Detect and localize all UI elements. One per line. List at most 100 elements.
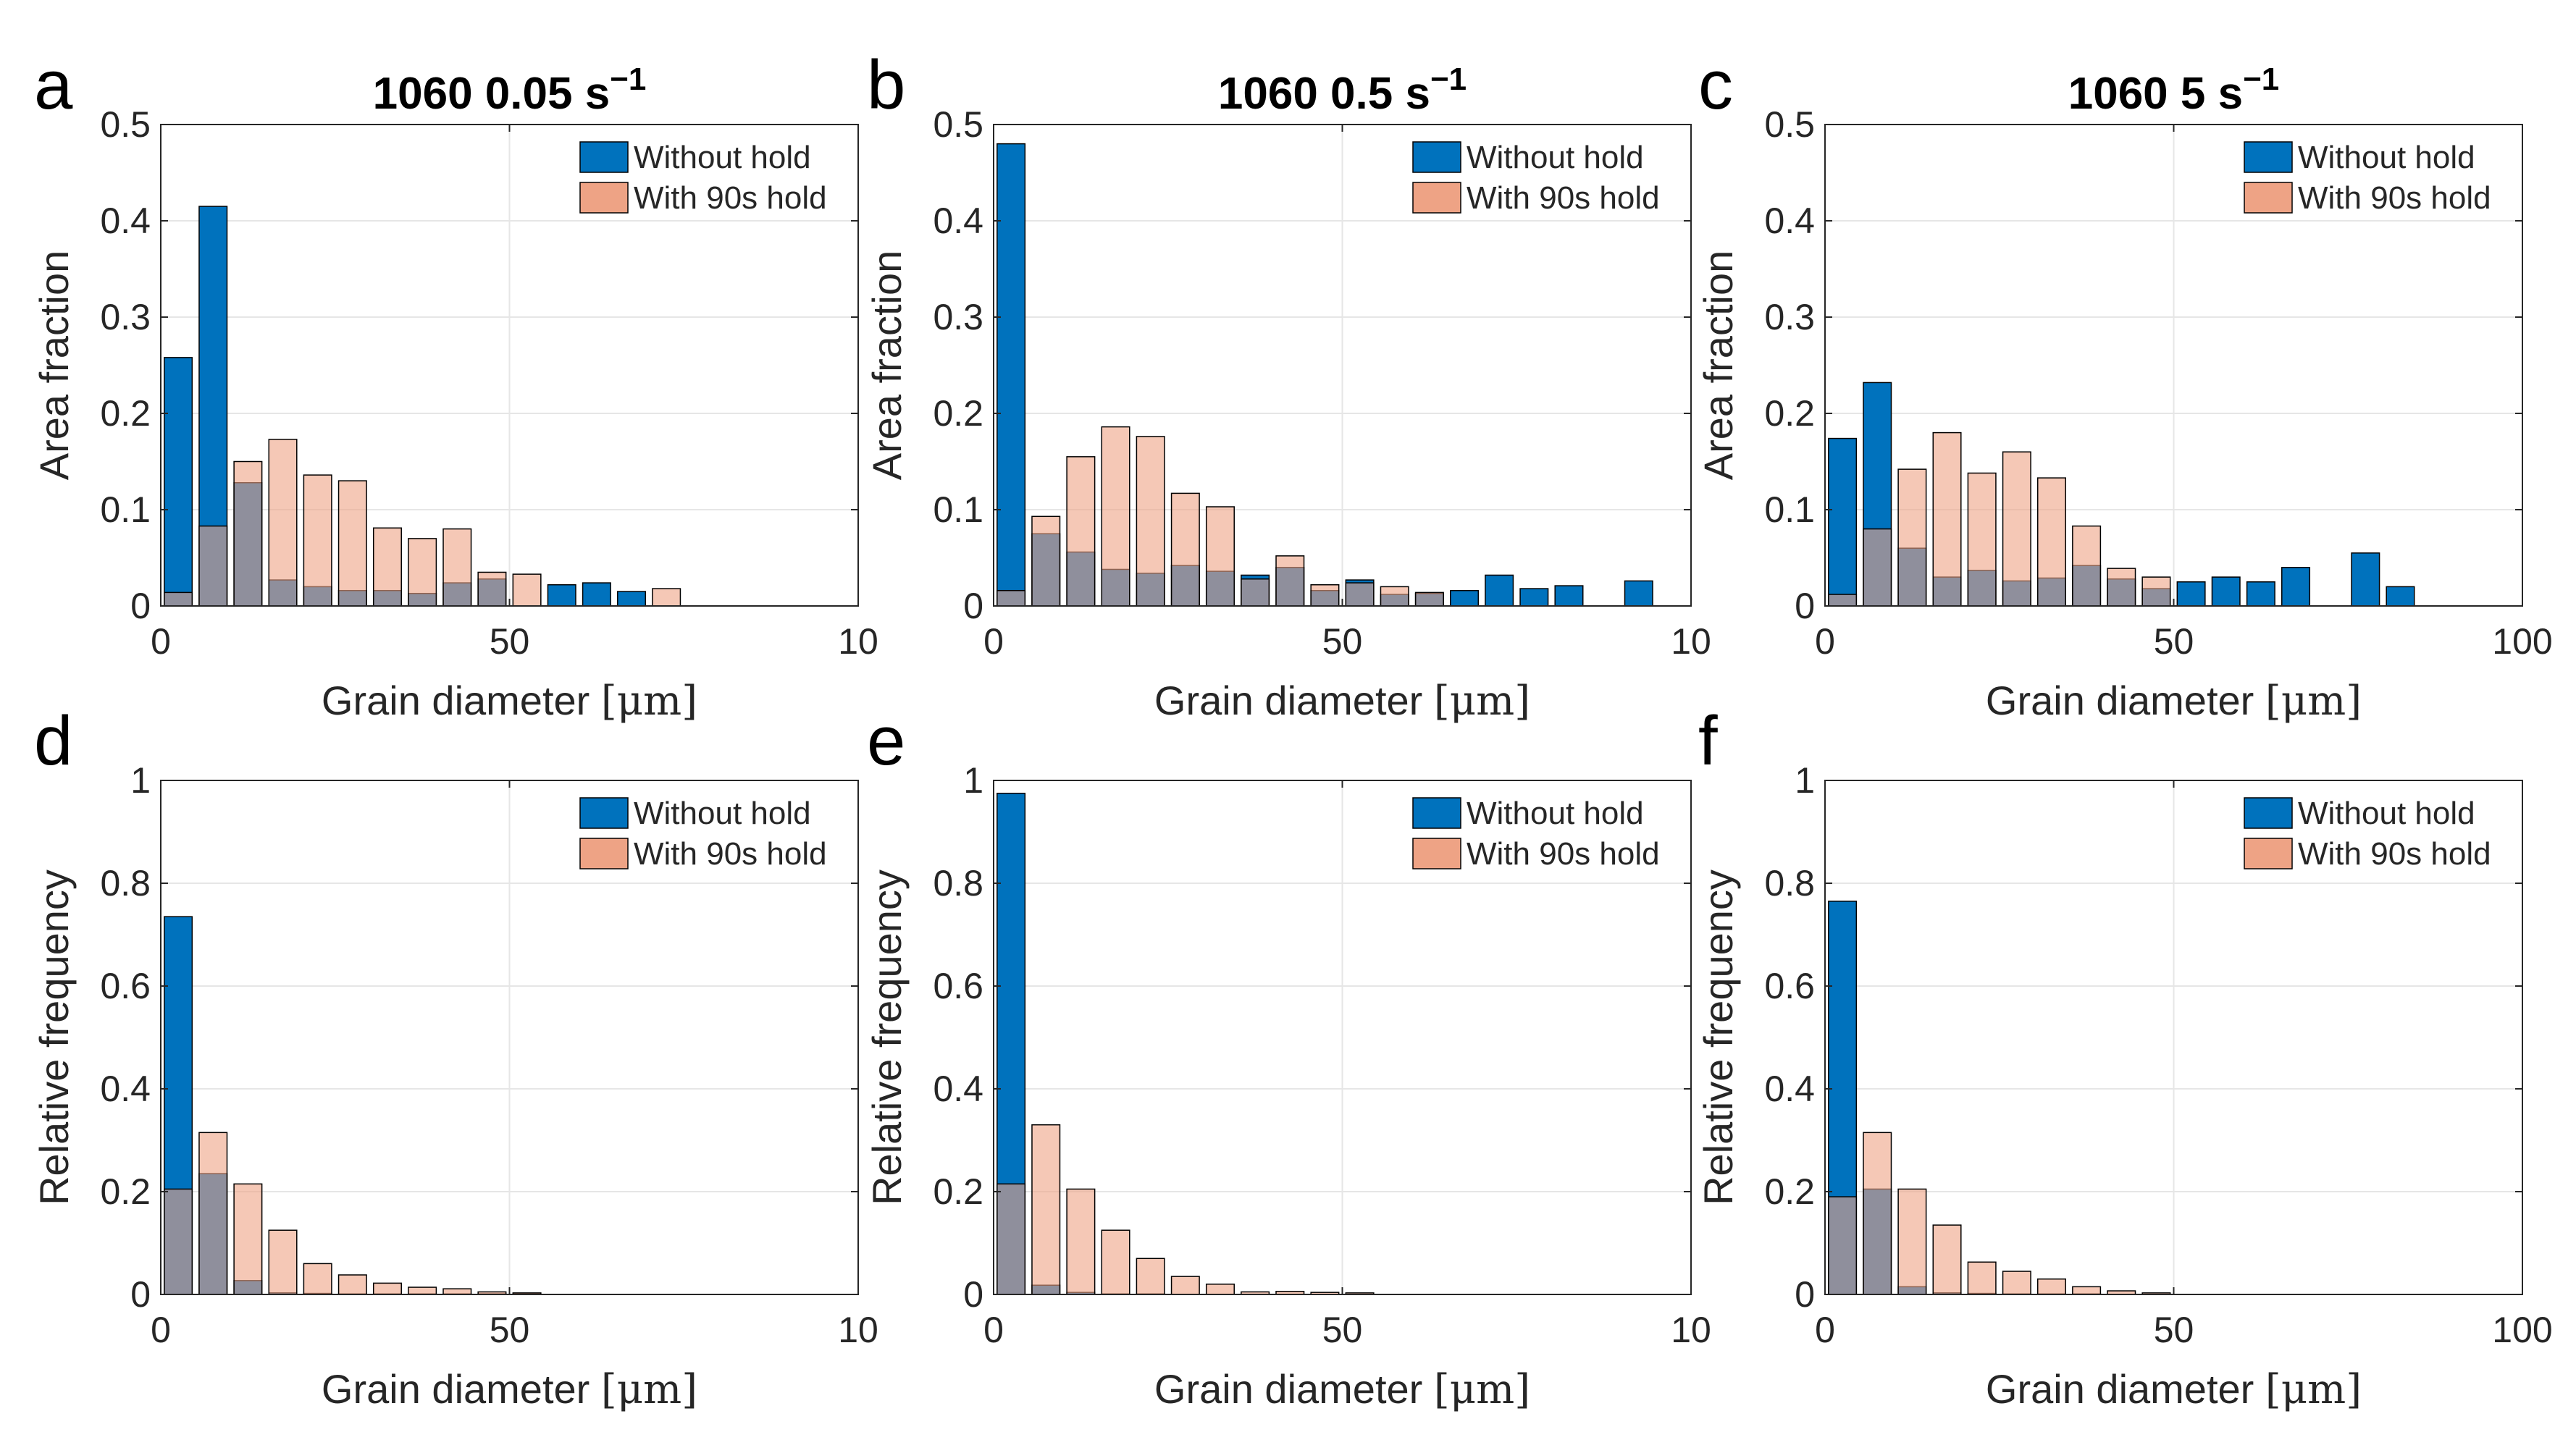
y-tick-label: 1 bbox=[130, 760, 151, 801]
with-hold-bar bbox=[2141, 576, 2171, 607]
panel-a: 0 0.1 0.2 0.3 0.4 0.5 0 50 10 Grain diameter [μm]… bbox=[31, 46, 878, 725]
x-axis-label-space bbox=[2254, 1366, 2265, 1412]
y-tick-label: 0 bbox=[130, 1274, 151, 1315]
legend-swatch-with-hold bbox=[1412, 182, 1461, 214]
without-hold-bar bbox=[547, 584, 576, 607]
y-tick-label: 0.4 bbox=[933, 201, 983, 241]
with-hold-bar bbox=[233, 1183, 263, 1295]
x-axis-label-text: Grain diameter bbox=[1154, 678, 1422, 723]
y-tick-label: 0.2 bbox=[100, 393, 151, 434]
with-hold-bar bbox=[2072, 1286, 2102, 1295]
without-hold-bar bbox=[617, 591, 647, 607]
with-hold-bar bbox=[477, 571, 507, 607]
without-hold-bar bbox=[2281, 567, 2311, 607]
y-tick-label: 1 bbox=[963, 760, 983, 801]
without-hold-bar bbox=[1485, 574, 1514, 607]
with-hold-bar bbox=[1136, 436, 1165, 607]
x-axis-label: Grain diameter [μm] bbox=[322, 1366, 697, 1413]
with-hold-bar bbox=[1828, 1196, 1858, 1295]
with-hold-bar bbox=[1031, 515, 1061, 607]
x-axis-label-space bbox=[1422, 678, 1434, 723]
x-tick-label: 10 bbox=[1671, 621, 1711, 662]
y-tick-label: 0.8 bbox=[100, 863, 151, 904]
legend: Without hold With 90s hold bbox=[574, 788, 850, 875]
y-axis-label: Relative frequency bbox=[31, 869, 77, 1205]
x-axis-label-space bbox=[2254, 678, 2265, 723]
x-axis-label-text: Grain diameter bbox=[322, 1366, 590, 1412]
legend-swatch-without-hold bbox=[1412, 797, 1461, 829]
with-hold-bar bbox=[337, 1274, 367, 1295]
legend-swatch-without-hold bbox=[1412, 141, 1461, 173]
y-tick-label: 1 bbox=[1795, 760, 1815, 801]
with-hold-bar bbox=[512, 573, 542, 607]
without-hold-bar bbox=[1450, 589, 1480, 607]
with-hold-bar bbox=[2002, 451, 2031, 607]
with-hold-bar bbox=[1863, 1132, 1892, 1295]
with-hold-bar bbox=[1136, 1258, 1165, 1295]
with-hold-bar bbox=[1967, 1261, 1997, 1295]
with-hold-bar bbox=[1066, 1188, 1096, 1295]
legend-label-without-hold: Without hold bbox=[2298, 140, 2475, 175]
without-hold-bar bbox=[2211, 576, 2241, 607]
y-axis-label: Relative frequency bbox=[1695, 869, 1741, 1205]
with-hold-bar bbox=[1897, 468, 1927, 607]
with-hold-bar bbox=[2107, 568, 2136, 607]
with-hold-bar bbox=[1275, 555, 1305, 607]
legend-swatch-with-hold bbox=[2244, 182, 2293, 214]
legend-swatch-with-hold bbox=[579, 838, 629, 869]
without-hold-bar bbox=[2176, 581, 2206, 607]
with-hold-bar bbox=[198, 1132, 228, 1295]
x-axis-label-space bbox=[590, 678, 601, 723]
with-hold-bar bbox=[2036, 1278, 2066, 1295]
with-hold-bar bbox=[1932, 1224, 1962, 1295]
x-axis-label-unit: [μm] bbox=[601, 1366, 697, 1413]
legend: Without hold With 90s hold bbox=[2238, 788, 2514, 875]
legend-label-with-hold: With 90s hold bbox=[2298, 836, 2491, 872]
with-hold-bar bbox=[1310, 584, 1340, 607]
chart-title-superscript: −1 bbox=[1430, 62, 1467, 97]
legend-label-without-hold: Without hold bbox=[1467, 796, 1644, 831]
y-tick-label: 0.6 bbox=[933, 966, 983, 1006]
x-tick-label: 50 bbox=[2154, 621, 2194, 662]
y-axis-label: Area fraction bbox=[31, 250, 77, 481]
x-tick-label: 50 bbox=[490, 1310, 530, 1350]
with-hold-bar bbox=[1205, 506, 1235, 607]
with-hold-bar bbox=[303, 474, 332, 607]
with-hold-bar bbox=[442, 1288, 472, 1295]
chart-title-main: 1060 0.5 s bbox=[1218, 69, 1430, 119]
x-axis-label-unit: [μm] bbox=[601, 678, 697, 725]
legend-swatch-with-hold bbox=[579, 182, 629, 214]
x-tick-label: 50 bbox=[1322, 621, 1363, 662]
with-hold-bar bbox=[997, 589, 1026, 607]
panel-c: 0 0.1 0.2 0.3 0.4 0.5 0 50 100 Grain diameter [μm… bbox=[1695, 46, 2553, 725]
y-tick-label: 0.5 bbox=[100, 104, 151, 145]
y-tick-label: 0 bbox=[1795, 586, 1815, 626]
legend-swatch-without-hold bbox=[579, 797, 629, 829]
x-tick-label: 0 bbox=[1815, 1310, 1835, 1350]
x-axis-label-text: Grain diameter bbox=[1986, 1366, 2254, 1412]
with-hold-bar bbox=[1241, 578, 1270, 607]
without-hold-bar bbox=[1554, 585, 1584, 607]
x-axis-label-unit: [μm] bbox=[1434, 678, 1530, 725]
legend-swatch-without-hold bbox=[579, 141, 629, 173]
x-axis-label-unit: [μm] bbox=[2265, 1366, 2362, 1413]
legend: Without hold With 90s hold bbox=[574, 132, 850, 219]
x-axis-label: Grain diameter [μm] bbox=[1154, 678, 1530, 725]
y-tick-label: 0 bbox=[963, 1274, 983, 1315]
panel-b: 0 0.1 0.2 0.3 0.4 0.5 0 50 10 Grain diameter [μm]… bbox=[864, 46, 1711, 725]
y-tick-label: 0.1 bbox=[933, 489, 983, 530]
with-hold-bar bbox=[372, 1282, 402, 1295]
with-hold-bar bbox=[1101, 1229, 1130, 1295]
with-hold-bar bbox=[1205, 1284, 1235, 1295]
with-hold-bar bbox=[1380, 586, 1409, 607]
without-hold-bar bbox=[582, 582, 611, 607]
y-axis-label: Area fraction bbox=[864, 250, 910, 481]
y-tick-label: 0.4 bbox=[933, 1069, 983, 1109]
chart-title-main: 1060 5 s bbox=[2068, 69, 2243, 119]
legend-label-with-hold: With 90s hold bbox=[1467, 180, 1660, 216]
y-tick-label: 0.2 bbox=[1764, 393, 1815, 434]
with-hold-bar bbox=[2072, 525, 2102, 607]
panel-letter: c bbox=[1698, 46, 1733, 124]
with-hold-bar bbox=[1031, 1124, 1061, 1295]
